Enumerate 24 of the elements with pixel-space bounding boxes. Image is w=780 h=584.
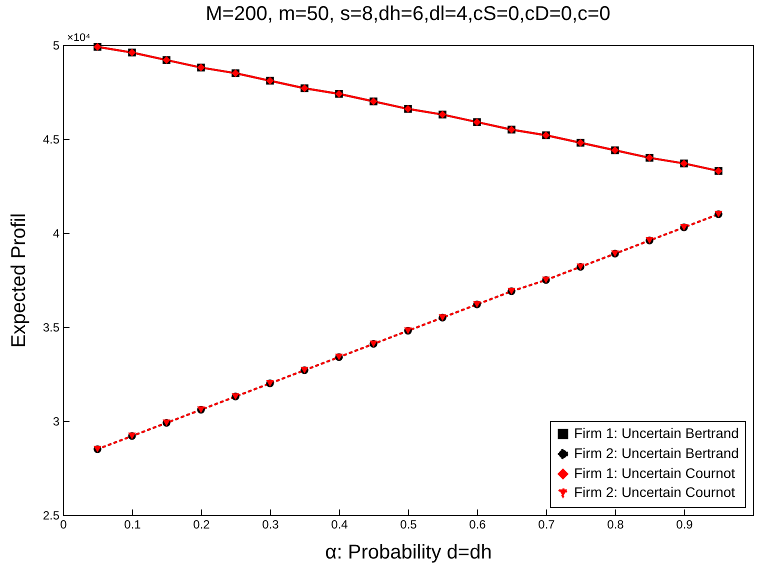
x-tick-label: 0.5 (400, 518, 418, 532)
x-tick-label: 0.4 (331, 518, 348, 532)
chart-title: M=200, m=50, s=8,dh=6,dl=4,cS=0,cD=0,c=0 (206, 3, 610, 25)
legend-label: Firm 2: Uncertain Cournot (574, 484, 736, 500)
x-tick-label: 0.7 (538, 518, 556, 532)
y-tick-label: 5 (52, 38, 60, 52)
x-tick-label: 0.8 (607, 518, 624, 532)
y-tick-label: 3.5 (42, 320, 60, 334)
y-tick-label: 4 (52, 226, 60, 240)
legend-label: Firm 1: Uncertain Cournot (574, 465, 736, 481)
x-tick-label: 0.6 (469, 518, 486, 532)
legend-label: Firm 2: Uncertain Bertrand (574, 445, 739, 461)
y-tick-label: 3 (52, 414, 60, 428)
legend-label: Firm 1: Uncertain Bertrand (574, 425, 739, 441)
x-axis-title: α: Probability d=dh (325, 542, 492, 564)
x-tick-label: 0.9 (676, 518, 694, 532)
x-tick-label: 0 (60, 518, 68, 532)
x-tick-label: 0.1 (124, 518, 142, 532)
y-tick-label: 4.5 (42, 132, 60, 146)
y-axis-title: Expected Profil (8, 213, 30, 348)
text: ×10⁴ (67, 32, 91, 44)
x-tick-label: 0.2 (193, 518, 210, 532)
x-tick-label: 0.3 (262, 518, 280, 532)
y-tick-label: 2.5 (42, 508, 60, 522)
